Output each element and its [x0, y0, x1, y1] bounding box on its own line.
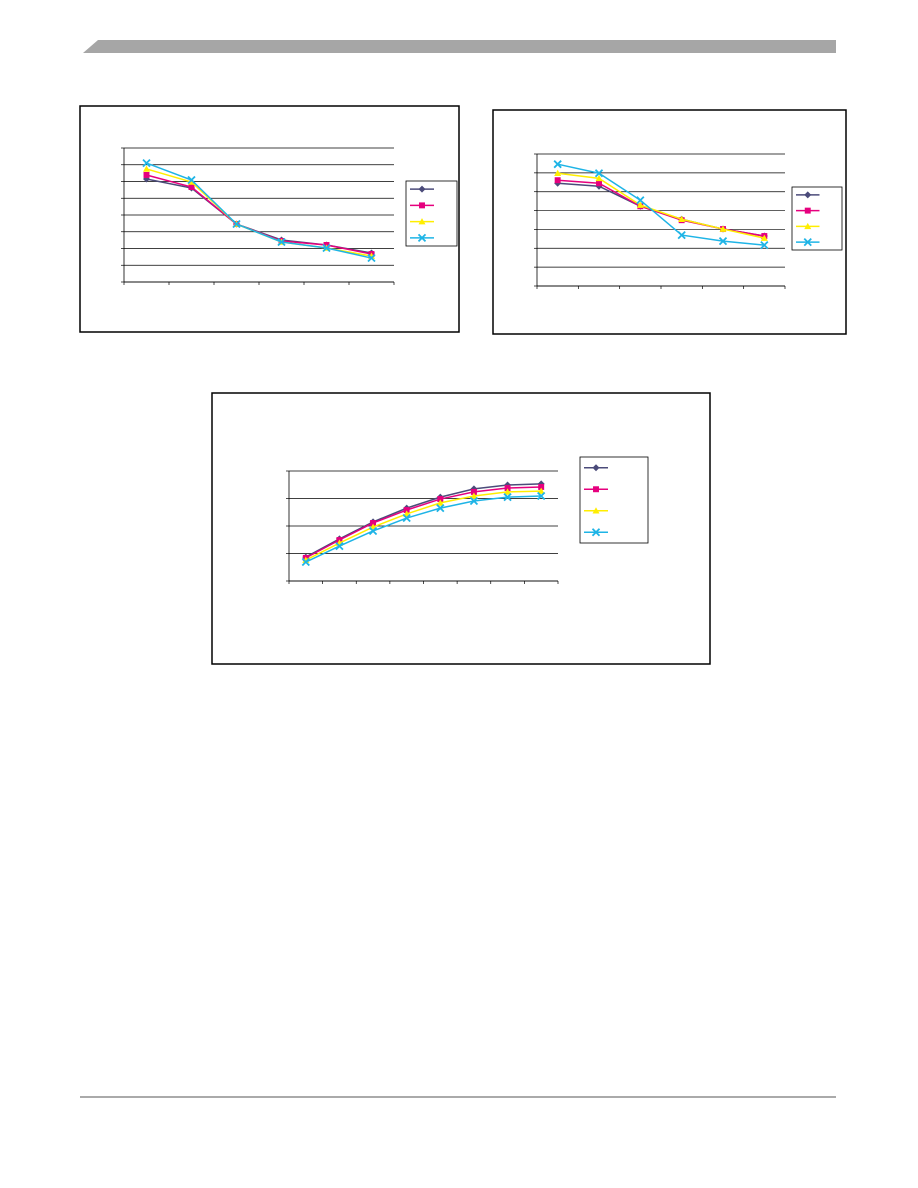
marker [591, 528, 601, 537]
marker [367, 253, 376, 263]
chart-frame [79, 105, 460, 333]
marker [187, 175, 196, 185]
marker [503, 492, 512, 502]
header-bar [83, 40, 836, 53]
marker [718, 236, 728, 246]
series-line [146, 162, 372, 259]
marker [418, 218, 426, 225]
series-line [305, 490, 542, 561]
marker [804, 207, 811, 214]
marker [593, 486, 599, 493]
marker [592, 507, 600, 514]
marker [301, 557, 310, 567]
marker [143, 171, 150, 178]
marker [538, 483, 545, 490]
series-line [557, 172, 765, 239]
marker [188, 184, 195, 191]
marker [804, 191, 812, 199]
marker [232, 219, 241, 229]
marker [596, 180, 602, 187]
legend-box [405, 180, 458, 247]
marker [417, 233, 427, 243]
marker [803, 237, 812, 247]
marker [143, 165, 150, 172]
marker [594, 169, 604, 178]
marker [335, 541, 344, 551]
marker [436, 503, 445, 513]
marker [554, 177, 561, 184]
marker [804, 222, 812, 230]
marker [368, 526, 378, 536]
legend-box [579, 456, 649, 544]
marker [595, 174, 603, 182]
marker [636, 201, 644, 208]
series-line [305, 495, 542, 563]
chart [492, 109, 847, 335]
marker [370, 520, 377, 526]
marker [403, 507, 410, 514]
marker [592, 464, 600, 472]
marker [553, 160, 562, 169]
marker [470, 488, 477, 495]
marker [760, 240, 769, 250]
series-line [305, 483, 542, 558]
marker [537, 487, 545, 494]
marker [142, 158, 151, 168]
chart [211, 392, 711, 665]
marker [436, 499, 444, 506]
marker [470, 492, 478, 499]
marker [504, 488, 512, 495]
marker [719, 225, 727, 232]
marker [760, 234, 768, 241]
marker [677, 230, 686, 240]
marker [537, 491, 546, 501]
marker [402, 513, 411, 523]
marker [469, 496, 479, 506]
marker [437, 496, 444, 503]
series-line [305, 486, 542, 559]
marker [418, 185, 426, 193]
marker [188, 178, 195, 185]
legend-box [791, 186, 843, 251]
chart-frame [492, 109, 847, 335]
chart [79, 105, 460, 333]
marker [504, 485, 511, 492]
series-line [557, 163, 765, 246]
marker [636, 196, 645, 205]
marker [322, 243, 331, 253]
marker [554, 169, 562, 177]
marker [277, 237, 286, 247]
marker [678, 215, 686, 223]
marker [419, 202, 425, 209]
